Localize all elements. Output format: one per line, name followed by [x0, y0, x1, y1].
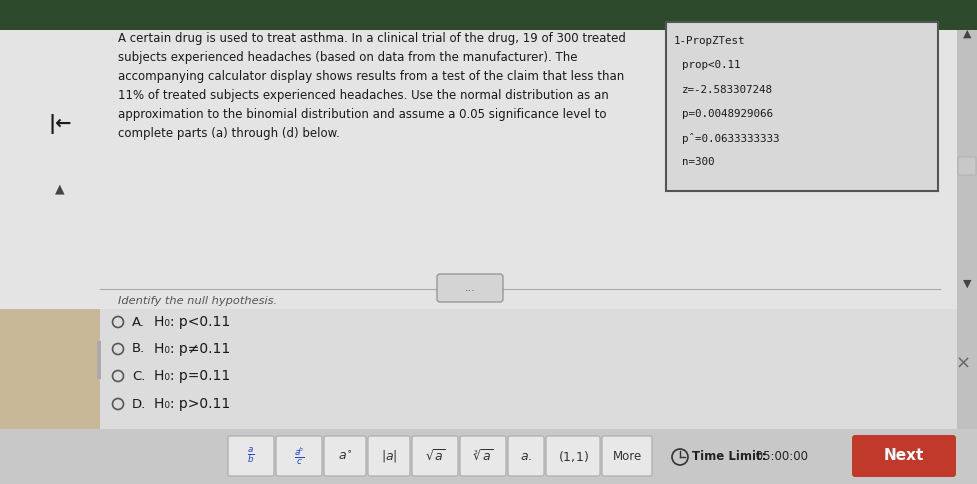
Text: n=300: n=300	[682, 157, 714, 167]
FancyBboxPatch shape	[437, 274, 503, 302]
Text: C.: C.	[132, 369, 146, 382]
FancyBboxPatch shape	[0, 309, 100, 484]
Text: B.: B.	[132, 343, 146, 356]
Text: $\sqrt{a}$: $\sqrt{a}$	[425, 448, 446, 464]
FancyBboxPatch shape	[958, 157, 976, 175]
FancyBboxPatch shape	[0, 429, 977, 484]
Text: Next: Next	[884, 449, 924, 464]
Text: $a.$: $a.$	[520, 450, 532, 463]
Text: ▲: ▲	[55, 182, 64, 196]
Text: A.: A.	[132, 316, 145, 329]
Text: z=-2.583307248: z=-2.583307248	[682, 85, 773, 94]
FancyBboxPatch shape	[666, 22, 938, 191]
FancyBboxPatch shape	[276, 436, 322, 476]
Text: ×: ×	[956, 355, 970, 373]
Text: H₀: p>0.11: H₀: p>0.11	[154, 397, 231, 411]
Text: $|a|$: $|a|$	[381, 448, 398, 464]
Text: H₀: p<0.11: H₀: p<0.11	[154, 315, 231, 329]
Text: p=0.0048929066: p=0.0048929066	[682, 109, 773, 119]
FancyBboxPatch shape	[0, 30, 977, 309]
FancyBboxPatch shape	[97, 341, 101, 379]
FancyBboxPatch shape	[546, 436, 600, 476]
Text: $(1,\!1)$: $(1,\!1)$	[558, 449, 588, 464]
Text: ▲: ▲	[962, 29, 971, 39]
FancyBboxPatch shape	[228, 436, 274, 476]
Text: $\sqrt[3]{a}$: $\sqrt[3]{a}$	[473, 448, 493, 464]
FancyBboxPatch shape	[957, 30, 977, 429]
Text: $a^{\circ}$: $a^{\circ}$	[338, 450, 352, 463]
Text: H₀: p≠0.11: H₀: p≠0.11	[154, 342, 231, 356]
Text: p̂=0.0633333333: p̂=0.0633333333	[682, 133, 780, 144]
Text: A certain drug is used to treat asthma. In a clinical trial of the drug, 19 of 3: A certain drug is used to treat asthma. …	[118, 32, 626, 140]
Text: prop<0.11: prop<0.11	[682, 60, 741, 70]
FancyBboxPatch shape	[508, 436, 544, 476]
Text: 05:00:00: 05:00:00	[752, 451, 808, 464]
FancyBboxPatch shape	[460, 436, 506, 476]
Text: ...: ...	[464, 283, 476, 293]
Text: D.: D.	[132, 397, 147, 410]
FancyBboxPatch shape	[412, 436, 458, 476]
FancyBboxPatch shape	[0, 0, 977, 30]
Text: H₀: p=0.11: H₀: p=0.11	[154, 369, 231, 383]
FancyBboxPatch shape	[324, 436, 366, 476]
FancyBboxPatch shape	[602, 436, 652, 476]
FancyBboxPatch shape	[368, 436, 410, 476]
FancyBboxPatch shape	[852, 435, 956, 477]
Text: Time Limit:: Time Limit:	[692, 451, 767, 464]
Text: $\frac{a}{b}$: $\frac{a}{b}$	[247, 446, 255, 466]
Text: Identify the null hypothesis.: Identify the null hypothesis.	[118, 296, 277, 306]
Text: 1-PropZTest: 1-PropZTest	[674, 36, 745, 46]
Text: More: More	[613, 450, 642, 463]
Text: $\frac{a^{\!b}}{c}$: $\frac{a^{\!b}}{c}$	[293, 445, 305, 467]
FancyBboxPatch shape	[0, 309, 977, 429]
Text: |←: |←	[48, 114, 71, 134]
Text: ▼: ▼	[962, 279, 971, 289]
